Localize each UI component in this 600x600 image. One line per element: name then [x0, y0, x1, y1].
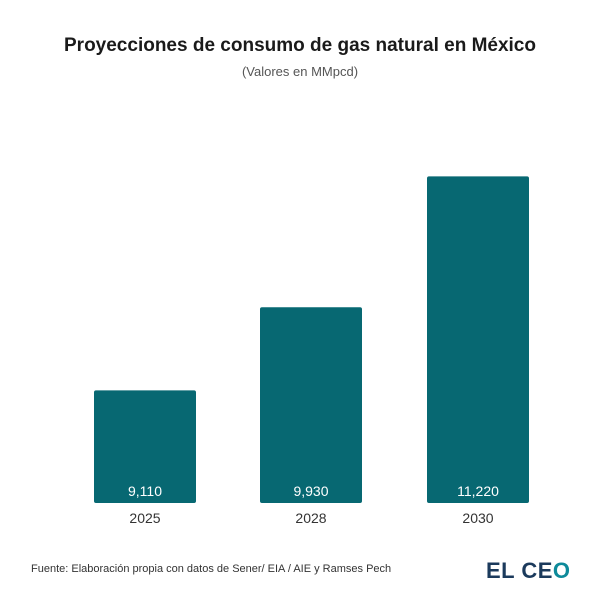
x-tick-label: 2028: [295, 510, 326, 526]
chart-subtitle: (Valores en MMpcd): [241, 64, 359, 79]
data-label: 9,110: [128, 483, 162, 499]
data-label: 9,930: [293, 483, 328, 499]
bar-2030: [427, 176, 529, 503]
bar-2025: [94, 390, 196, 503]
bar-2028: [260, 307, 362, 503]
data-label: 11,220: [457, 483, 499, 499]
x-tick-label: 2030: [462, 510, 493, 526]
x-tick-label: 2025: [129, 510, 160, 526]
el-ceo-logo: EL CEO: [486, 558, 571, 583]
source-note: Fuente: Elaboración propia con datos de …: [31, 563, 392, 575]
chart-title: Proyecciones de consumo de gas natural e…: [64, 35, 536, 56]
